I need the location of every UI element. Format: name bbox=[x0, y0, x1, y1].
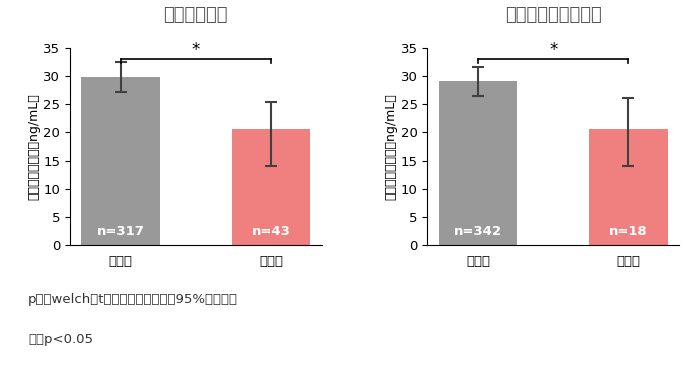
Text: n=43: n=43 bbox=[251, 225, 290, 238]
Bar bbox=[81, 77, 160, 245]
Title: 仕事が手につかない: 仕事が手につかない bbox=[505, 6, 601, 24]
Text: *: * bbox=[549, 41, 557, 59]
Text: p値：welchのt検定　エラーバー：95%信頼区間: p値：welchのt検定 エラーバー：95%信頼区間 bbox=[28, 293, 238, 306]
Text: n=18: n=18 bbox=[609, 225, 648, 238]
Bar bbox=[232, 130, 310, 245]
Text: ＊：p<0.05: ＊：p<0.05 bbox=[28, 333, 93, 346]
Bar bbox=[439, 82, 517, 245]
Title: 集中できない: 集中できない bbox=[164, 6, 228, 24]
Y-axis label: 血清フェリチン（ng/mL）: 血清フェリチン（ng/mL） bbox=[27, 93, 41, 200]
Text: n=317: n=317 bbox=[97, 225, 144, 238]
Y-axis label: 血清フェリチン（ng/mL）: 血清フェリチン（ng/mL） bbox=[385, 93, 398, 200]
Bar bbox=[589, 130, 668, 245]
Text: *: * bbox=[192, 41, 200, 59]
Text: n=342: n=342 bbox=[454, 225, 502, 238]
